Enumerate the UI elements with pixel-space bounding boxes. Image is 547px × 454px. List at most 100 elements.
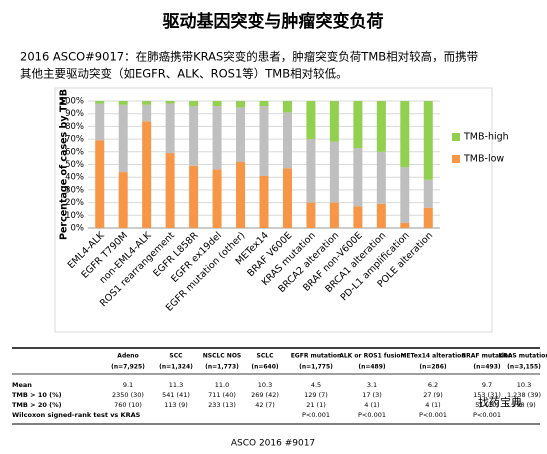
bar-segment [95, 103, 105, 141]
y-tick-label: 80% [65, 122, 84, 132]
table-cell: 4 (1) [364, 401, 379, 409]
bar-segment [165, 103, 175, 154]
chart-frame [54, 87, 493, 333]
subtitle: 其他主要驱动突变（如EGFR、ALK、ROS1等）TMB相对较低。 [20, 67, 348, 81]
bar-segment [353, 206, 363, 228]
y-tick-label: 70% [65, 135, 84, 145]
table-cell: TMB > 20 (%) [12, 401, 62, 409]
title: 驱动基因突变与肿瘤突变负荷 [163, 11, 384, 32]
table-cell: 9.1 [123, 381, 133, 389]
bar-segment [282, 168, 292, 228]
table-cell: 153 (31) [473, 391, 501, 399]
bar-segment [118, 101, 128, 105]
table-header: (n=489) [358, 364, 386, 371]
y-tick-label: 0% [71, 224, 85, 234]
bar-segment [189, 165, 199, 228]
table-cell: 11.0 [215, 381, 229, 389]
bar-segment [400, 222, 410, 228]
bar-segment [142, 101, 152, 105]
bar-segment [282, 101, 292, 113]
bar-segment [142, 104, 152, 122]
y-tick-label: 100% [60, 97, 84, 107]
bar-segment [259, 175, 269, 228]
table-cell: 298 (9) [512, 401, 536, 409]
table-header: (n=1,773) [205, 364, 239, 371]
table-cell: 9.7 [482, 381, 492, 389]
bar-segment [212, 106, 222, 170]
footer: ASCO 2016 #9017 [231, 439, 315, 449]
bar-segment [212, 101, 222, 107]
subtitle: 2016 ASCO#9017：在肺癌携带KRAS突变的患者，肿瘤突变负荷TMB相… [20, 50, 478, 64]
table-cell: 541 (41) [162, 391, 190, 399]
bar-segment [165, 153, 175, 228]
bar-segment [353, 147, 363, 207]
table-cell: 4.5 [311, 381, 321, 389]
table-header: SCLC [257, 353, 275, 360]
table-cell: 4 (1) [425, 401, 440, 409]
table-cell: 129 (7) [304, 391, 328, 399]
bar-segment [306, 101, 316, 140]
table-header: (n=640) [251, 364, 279, 371]
table-cell: 3.1 [367, 381, 377, 389]
legend-swatch [452, 133, 460, 141]
bar-segment [95, 101, 105, 104]
table-header: (n=1,775) [299, 364, 333, 371]
bar-segment [189, 106, 199, 166]
y-axis-label: Percentage of cases by TMB [59, 89, 70, 240]
bar-segment [118, 172, 128, 228]
table-header: (n=1,324) [159, 364, 193, 371]
bar-segment [423, 101, 433, 180]
table-cell: 51 (10) [475, 401, 499, 409]
table-cell: P<0.001 [419, 411, 447, 419]
table-cell: 42 (7) [255, 401, 275, 409]
table-cell: Mean [12, 381, 32, 389]
bar-segment [423, 179, 433, 208]
table-cell: 233 (13) [208, 401, 236, 409]
bar-segment [236, 101, 246, 108]
table-cell: 6.2 [428, 381, 438, 389]
table-cell: 1,238 (39) [507, 391, 541, 399]
y-tick-label: 20% [65, 198, 84, 208]
table-header: Adeno [117, 353, 138, 360]
bar-segment [95, 140, 105, 228]
legend-label: TMB-high [463, 132, 509, 143]
table-cell: P<0.001 [358, 411, 386, 419]
y-tick-label: 90% [65, 109, 84, 119]
table-cell: Wilcoxon signed-rank test vs KRAS [12, 411, 141, 419]
table-header: EGFR mutation [291, 353, 342, 360]
bar-segment [329, 141, 339, 203]
bar-segment [259, 101, 269, 107]
y-tick-label: 40% [65, 173, 84, 183]
table-header: (n=286) [419, 364, 447, 371]
table-cell: 11.3 [169, 381, 183, 389]
bar-segment [212, 169, 222, 228]
bar-segment [329, 101, 339, 142]
bar-segment [236, 107, 246, 162]
table-header: METex14 alteration [400, 353, 465, 360]
table-header: SCC [169, 353, 183, 360]
bar-segment [142, 121, 152, 228]
table-cell: 711 (40) [208, 391, 236, 399]
y-tick-label: 50% [65, 160, 84, 170]
table-cell: 113 (9) [164, 401, 188, 409]
bar-segment [282, 112, 292, 169]
bar-segment [423, 207, 433, 228]
y-tick-label: 10% [65, 211, 84, 221]
table-cell: P<0.001 [473, 411, 501, 419]
bar-segment [165, 101, 175, 104]
bar-segment [376, 203, 386, 228]
bar-segment [400, 167, 410, 223]
table-cell: P<0.001 [302, 411, 330, 419]
bar-segment [236, 161, 246, 228]
bar-segment [353, 101, 363, 148]
table-header: (n=493) [473, 364, 501, 371]
table-header: KRAS mutation [498, 353, 547, 360]
y-tick-label: 30% [65, 185, 84, 195]
table-cell: 2350 (30) [112, 391, 144, 399]
legend-swatch [452, 155, 460, 163]
table-cell: 21 (1) [306, 401, 326, 409]
bar-segment [306, 139, 316, 203]
y-tick-label: 60% [65, 147, 84, 157]
table-cell: 27 (9) [423, 391, 443, 399]
